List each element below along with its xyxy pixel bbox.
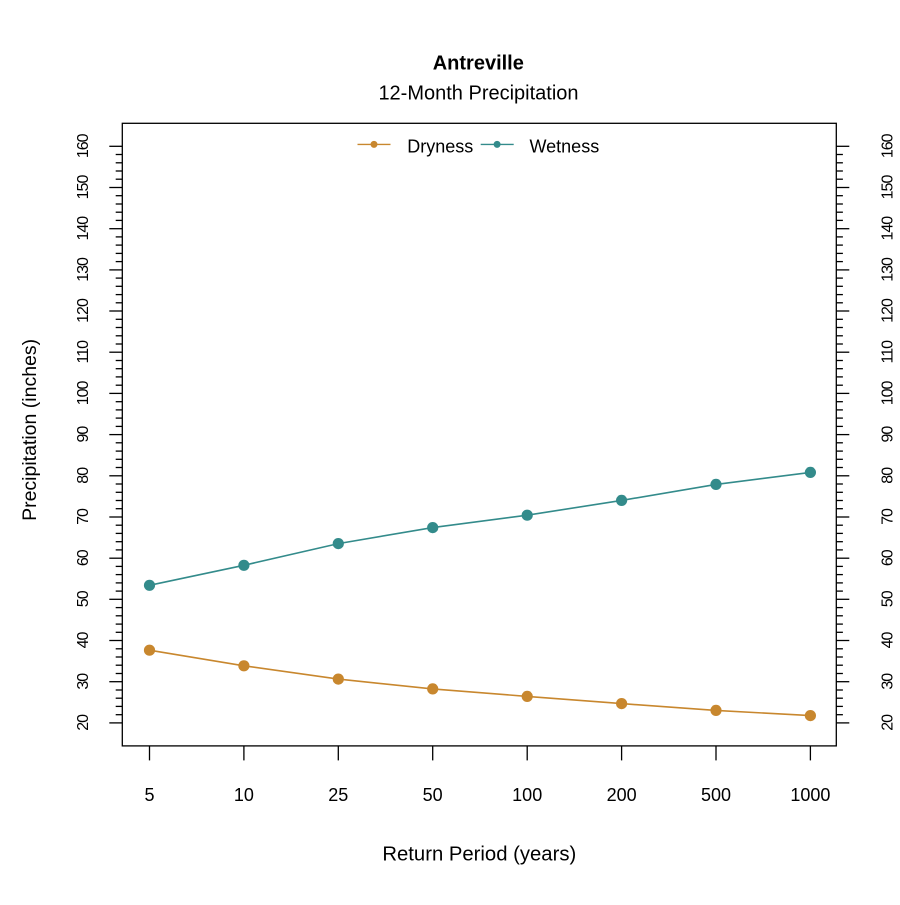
- svg-text:30: 30: [75, 673, 92, 690]
- svg-text:20: 20: [75, 714, 92, 731]
- svg-text:130: 130: [879, 257, 896, 282]
- svg-text:100: 100: [512, 785, 542, 805]
- svg-text:25: 25: [328, 785, 348, 805]
- svg-text:80: 80: [75, 467, 92, 484]
- svg-text:60: 60: [879, 549, 896, 566]
- svg-text:30: 30: [879, 673, 896, 690]
- svg-text:150: 150: [879, 175, 896, 200]
- svg-text:160: 160: [879, 133, 896, 158]
- svg-text:5: 5: [144, 785, 154, 805]
- svg-text:Wetness: Wetness: [530, 136, 600, 156]
- svg-text:50: 50: [423, 785, 443, 805]
- svg-text:130: 130: [75, 257, 92, 282]
- svg-text:160: 160: [75, 133, 92, 158]
- svg-text:80: 80: [879, 467, 896, 484]
- svg-text:Return Period (years): Return Period (years): [382, 843, 576, 865]
- svg-text:Antreville: Antreville: [433, 53, 524, 75]
- svg-text:120: 120: [75, 298, 92, 323]
- svg-text:90: 90: [879, 426, 896, 443]
- svg-text:40: 40: [879, 632, 896, 649]
- svg-text:70: 70: [879, 508, 896, 525]
- svg-text:90: 90: [75, 426, 92, 443]
- svg-text:70: 70: [75, 508, 92, 525]
- svg-text:60: 60: [75, 549, 92, 566]
- svg-text:12-Month Precipitation: 12-Month Precipitation: [378, 83, 578, 105]
- svg-text:1000: 1000: [790, 785, 830, 805]
- svg-text:Precipitation (inches): Precipitation (inches): [19, 339, 41, 521]
- svg-text:110: 110: [879, 340, 896, 364]
- svg-text:40: 40: [75, 632, 92, 649]
- svg-text:140: 140: [75, 216, 92, 241]
- svg-text:110: 110: [75, 340, 92, 364]
- svg-text:100: 100: [75, 380, 92, 405]
- svg-text:140: 140: [879, 216, 896, 241]
- svg-text:20: 20: [879, 714, 896, 731]
- svg-text:120: 120: [879, 298, 896, 323]
- svg-text:500: 500: [701, 785, 731, 805]
- svg-text:150: 150: [75, 175, 92, 200]
- svg-text:200: 200: [607, 785, 637, 805]
- svg-text:100: 100: [879, 380, 896, 405]
- svg-text:50: 50: [75, 590, 92, 607]
- svg-text:Dryness: Dryness: [407, 136, 473, 156]
- svg-text:10: 10: [234, 785, 254, 805]
- svg-text:50: 50: [879, 590, 896, 607]
